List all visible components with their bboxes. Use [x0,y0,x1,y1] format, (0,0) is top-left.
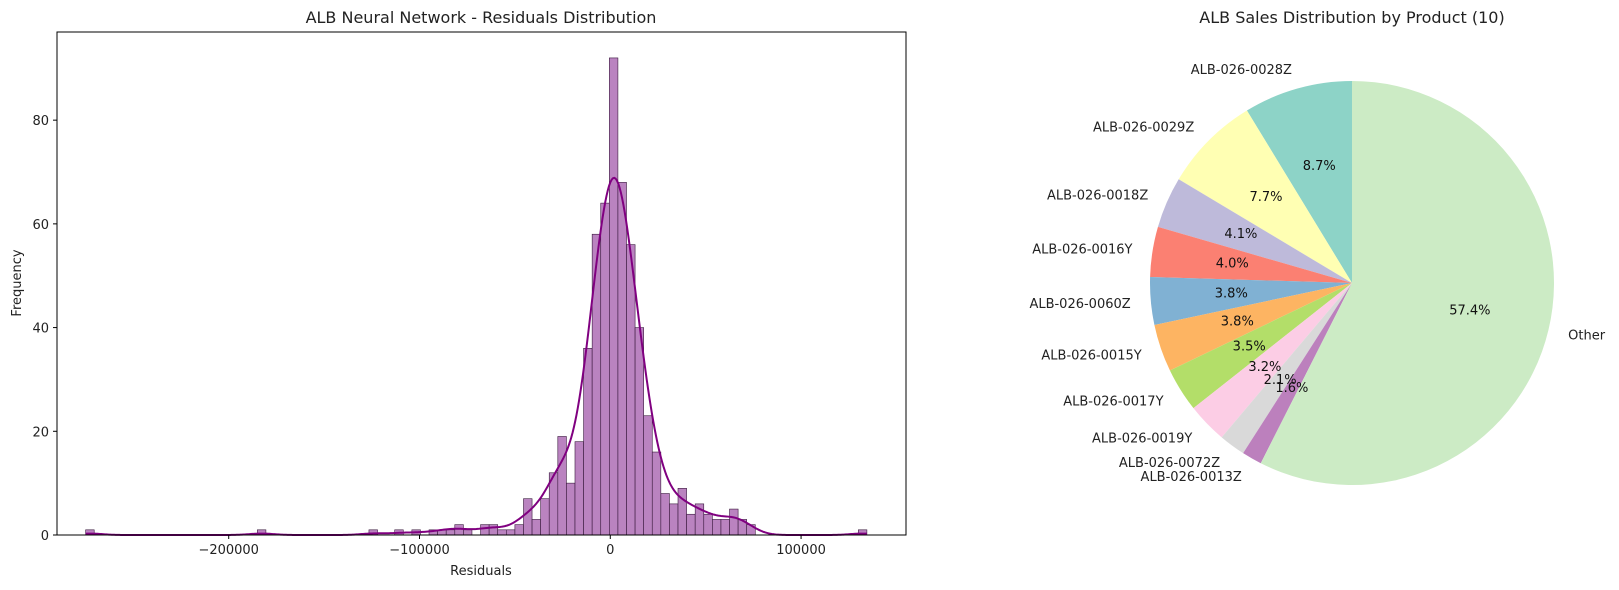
histogram-bar [686,513,696,536]
pie-slice [1193,283,1352,438]
pie-percent-label: 57.4% [1449,304,1490,319]
pie-slice [1154,283,1352,371]
histogram-bar [669,503,679,536]
pie-slice-label: ALB-026-0072Z [1119,456,1220,471]
histogram-bar [531,519,541,536]
pie-percent-label: 4.0% [1216,257,1249,272]
pie-slice-label: ALB-026-0019Y [1092,432,1192,447]
pie-slice [1157,179,1352,283]
histogram-bar [720,519,730,536]
histogram-axes-frame [56,31,907,536]
histogram-bar [729,508,739,536]
histogram-bar [600,202,610,536]
pie-percent-label: 1.6% [1275,381,1308,396]
pie-slice-label: Other [1568,329,1606,344]
histogram-bars [85,57,868,536]
y-tick-label: 20 [32,425,49,440]
histogram-bar [660,493,670,536]
pie-slice-label: ALB-026-0013Z [1141,470,1242,485]
histogram-bar [445,529,456,536]
pie-slice [1178,110,1352,284]
histogram-bar [506,529,516,536]
histogram-bar [566,482,576,536]
x-tick-label: −200000 [198,543,259,558]
pie-slice-label: ALB-026-0028Z [1191,63,1292,78]
pie-percent-label: 3.5% [1233,340,1266,355]
histogram-bar [626,244,636,536]
pie-slice [1246,81,1352,283]
histogram-bar [557,436,567,536]
x-tick-label: 0 [606,543,614,558]
pie-slice-label: ALB-026-0029Z [1093,121,1194,136]
histogram-bar [634,327,644,536]
histogram-bar [497,529,507,536]
histogram-bar [643,415,653,536]
y-tick-label: 40 [32,322,49,337]
pie-percent-label: 7.7% [1249,190,1282,205]
y-tick-label: 80 [32,114,49,129]
pie-slice [1221,283,1352,454]
y-tick-label: 0 [41,529,49,544]
pie-slice [1149,276,1352,325]
pie-chart: ALB Sales Distribution by Product (10) 8… [1029,8,1606,485]
histogram-bar [651,451,662,536]
y-axis-label: Frequency [10,249,25,316]
pie-percent-label: 8.7% [1303,159,1336,174]
histogram-title: ALB Neural Network - Residuals Distribut… [306,8,657,27]
pie-percent-label: 3.8% [1221,315,1254,330]
histogram-chart: ALB Neural Network - Residuals Distribut… [10,8,907,579]
pie-slice [1260,81,1555,485]
pie-percent-label: 2.1% [1264,373,1297,388]
histogram-bar [703,513,713,536]
pie-slice-label: ALB-026-0018Z [1047,188,1148,203]
pie-slice [1243,283,1352,464]
pie-slice [1150,226,1352,283]
pie-slice-label: ALB-026-0016Y [1032,243,1132,258]
pie-percent-label: 3.2% [1248,360,1281,375]
histogram-bar [463,529,473,536]
histogram-bar [591,233,602,536]
pie-percent-label: 3.8% [1215,286,1248,301]
pie-labels: 8.7% ALB-026-0028Z 7.7% ALB-026-0029Z 4.1% AL… [1029,63,1605,485]
x-tick-label: −100000 [389,543,450,558]
pie-slice-label: ALB-026-0015Y [1041,349,1141,364]
pie-slice-label: ALB-026-0060Z [1029,297,1130,312]
histogram-bar [712,519,722,536]
pie-slice-label: ALB-026-0017Y [1063,395,1163,410]
histogram-bar [523,498,533,536]
y-tick-label: 60 [32,218,49,233]
histogram-bar [574,441,584,536]
histogram-bar [617,182,627,536]
pie-percent-label: 4.1% [1224,227,1257,242]
pie-slices [1149,81,1555,485]
x-axis-label: Residuals [450,564,512,579]
histogram-bar [609,57,619,536]
histogram-bar [514,524,524,536]
x-tick-label: 100000 [776,543,826,558]
histogram-bar [488,524,499,536]
histogram-bar [540,498,550,536]
x-axis-ticks: −200000 −100000 0 100000 [198,535,826,558]
histogram-bar [480,524,490,536]
pie-slice [1169,283,1352,409]
y-axis-ticks: 0 20 40 60 80 [32,114,57,544]
histogram-bar [583,348,593,536]
pie-title: ALB Sales Distribution by Product (10) [1199,8,1504,27]
